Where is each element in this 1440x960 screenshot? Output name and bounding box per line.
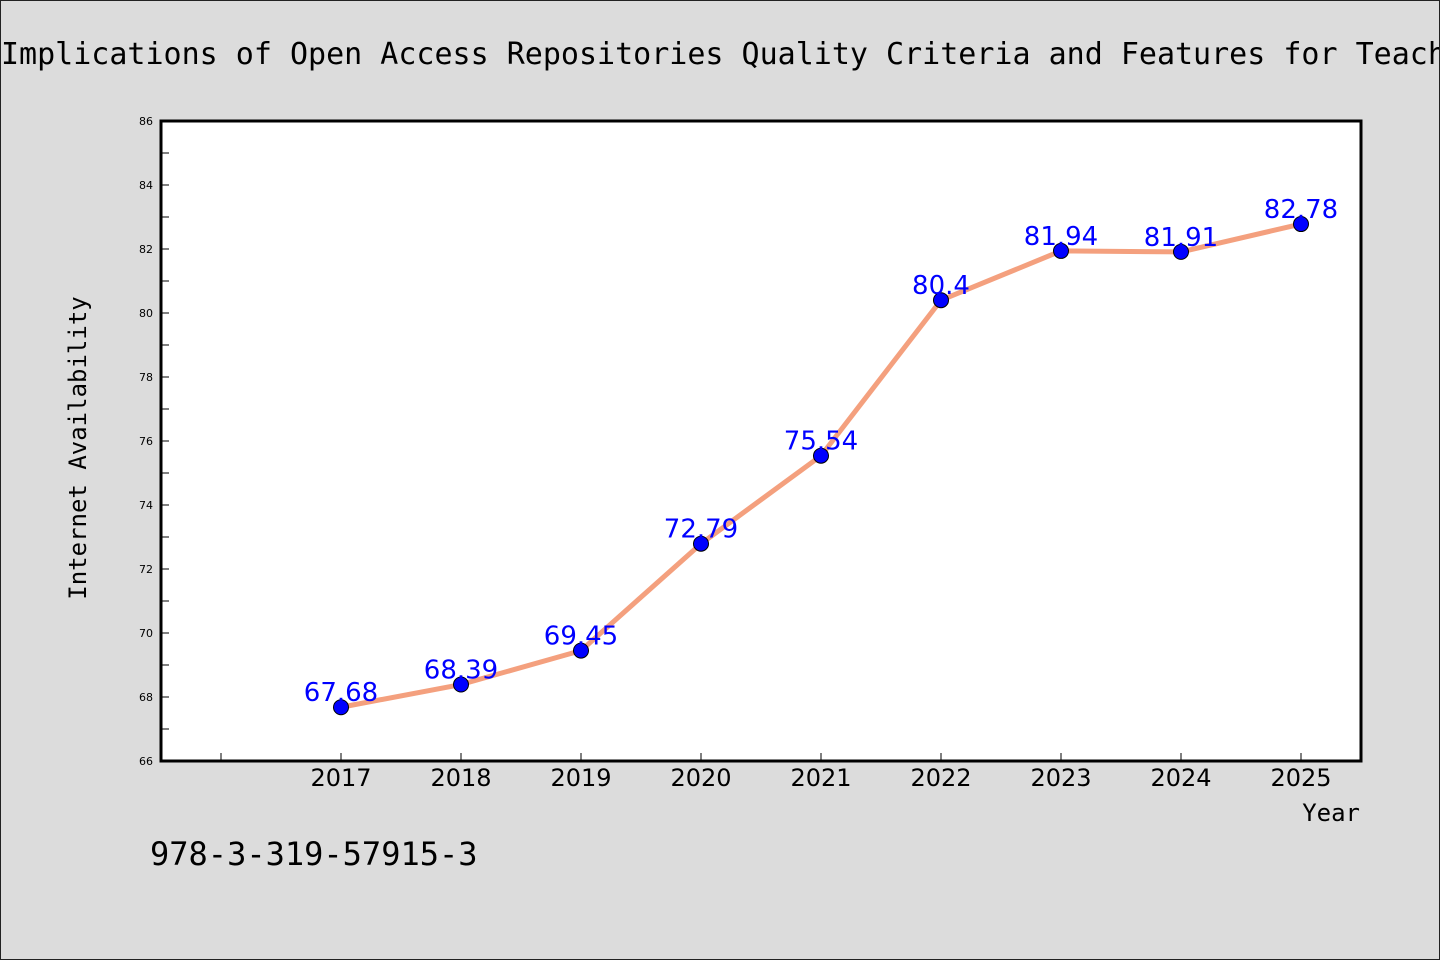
data-point: [573, 642, 589, 659]
data-point: [1173, 243, 1189, 260]
data-label: 81.91: [1144, 223, 1218, 253]
y-tick-label: 86: [139, 115, 153, 128]
data-point: [333, 699, 349, 716]
x-axis-title: Year: [1302, 799, 1360, 827]
series-layer: 67.68 68.39 69.45 72.79 75.54 80.4 81.94 81.91 8…: [304, 195, 1338, 716]
data-point: [453, 676, 469, 693]
y-tick-label: 84: [139, 179, 153, 192]
x-tick-label: 2020: [670, 764, 731, 792]
x-axis: 2017 2018 2019 2020 2021 2022 2023 2024 2025: [220, 753, 1332, 792]
y-tick-label: 82: [139, 243, 153, 256]
y-tick-label: 66: [139, 755, 153, 768]
data-point: [1053, 242, 1069, 259]
isbn-annotation: 978-3-319-57915-3: [150, 835, 478, 873]
data-label: 69.45: [544, 622, 618, 652]
data-label: 68.39: [424, 656, 498, 686]
x-tick-label: 2019: [550, 764, 611, 792]
y-tick-label: 72: [139, 563, 153, 576]
data-label: 72.79: [664, 515, 738, 545]
y-tick-label: 80: [139, 307, 153, 320]
data-label: 67.68: [304, 678, 378, 708]
data-point: [933, 292, 949, 309]
data-label: 82.78: [1264, 195, 1338, 225]
x-tick-label: 2017: [310, 764, 371, 792]
data-point: [1293, 216, 1309, 233]
y-tick-label: 74: [139, 499, 153, 512]
y-tick-label: 68: [139, 691, 153, 704]
y-tick-label: 70: [139, 627, 153, 640]
x-tick-label: 2022: [910, 764, 971, 792]
y-axis-title: Internet Availability: [64, 296, 92, 599]
x-tick-label: 2023: [1030, 764, 1091, 792]
y-tick-label: 78: [139, 371, 153, 384]
x-tick-label: 2021: [790, 764, 851, 792]
x-tick-label: 2018: [430, 764, 491, 792]
data-label: 80.4: [912, 271, 970, 301]
y-axis: 66 68 70 72 74 76 78 80 82 84 86: [139, 115, 169, 768]
data-label: 81.94: [1024, 222, 1098, 252]
y-tick-label: 76: [139, 435, 153, 448]
chart-title: Implications of Open Access Repositories…: [1, 37, 1439, 72]
data-point: [693, 535, 709, 552]
x-tick-label: 2025: [1270, 764, 1331, 792]
x-tick-label: 2024: [1150, 764, 1211, 792]
plot-area: [159, 119, 1363, 763]
data-label: 75.54: [784, 427, 858, 457]
data-point: [813, 447, 829, 464]
